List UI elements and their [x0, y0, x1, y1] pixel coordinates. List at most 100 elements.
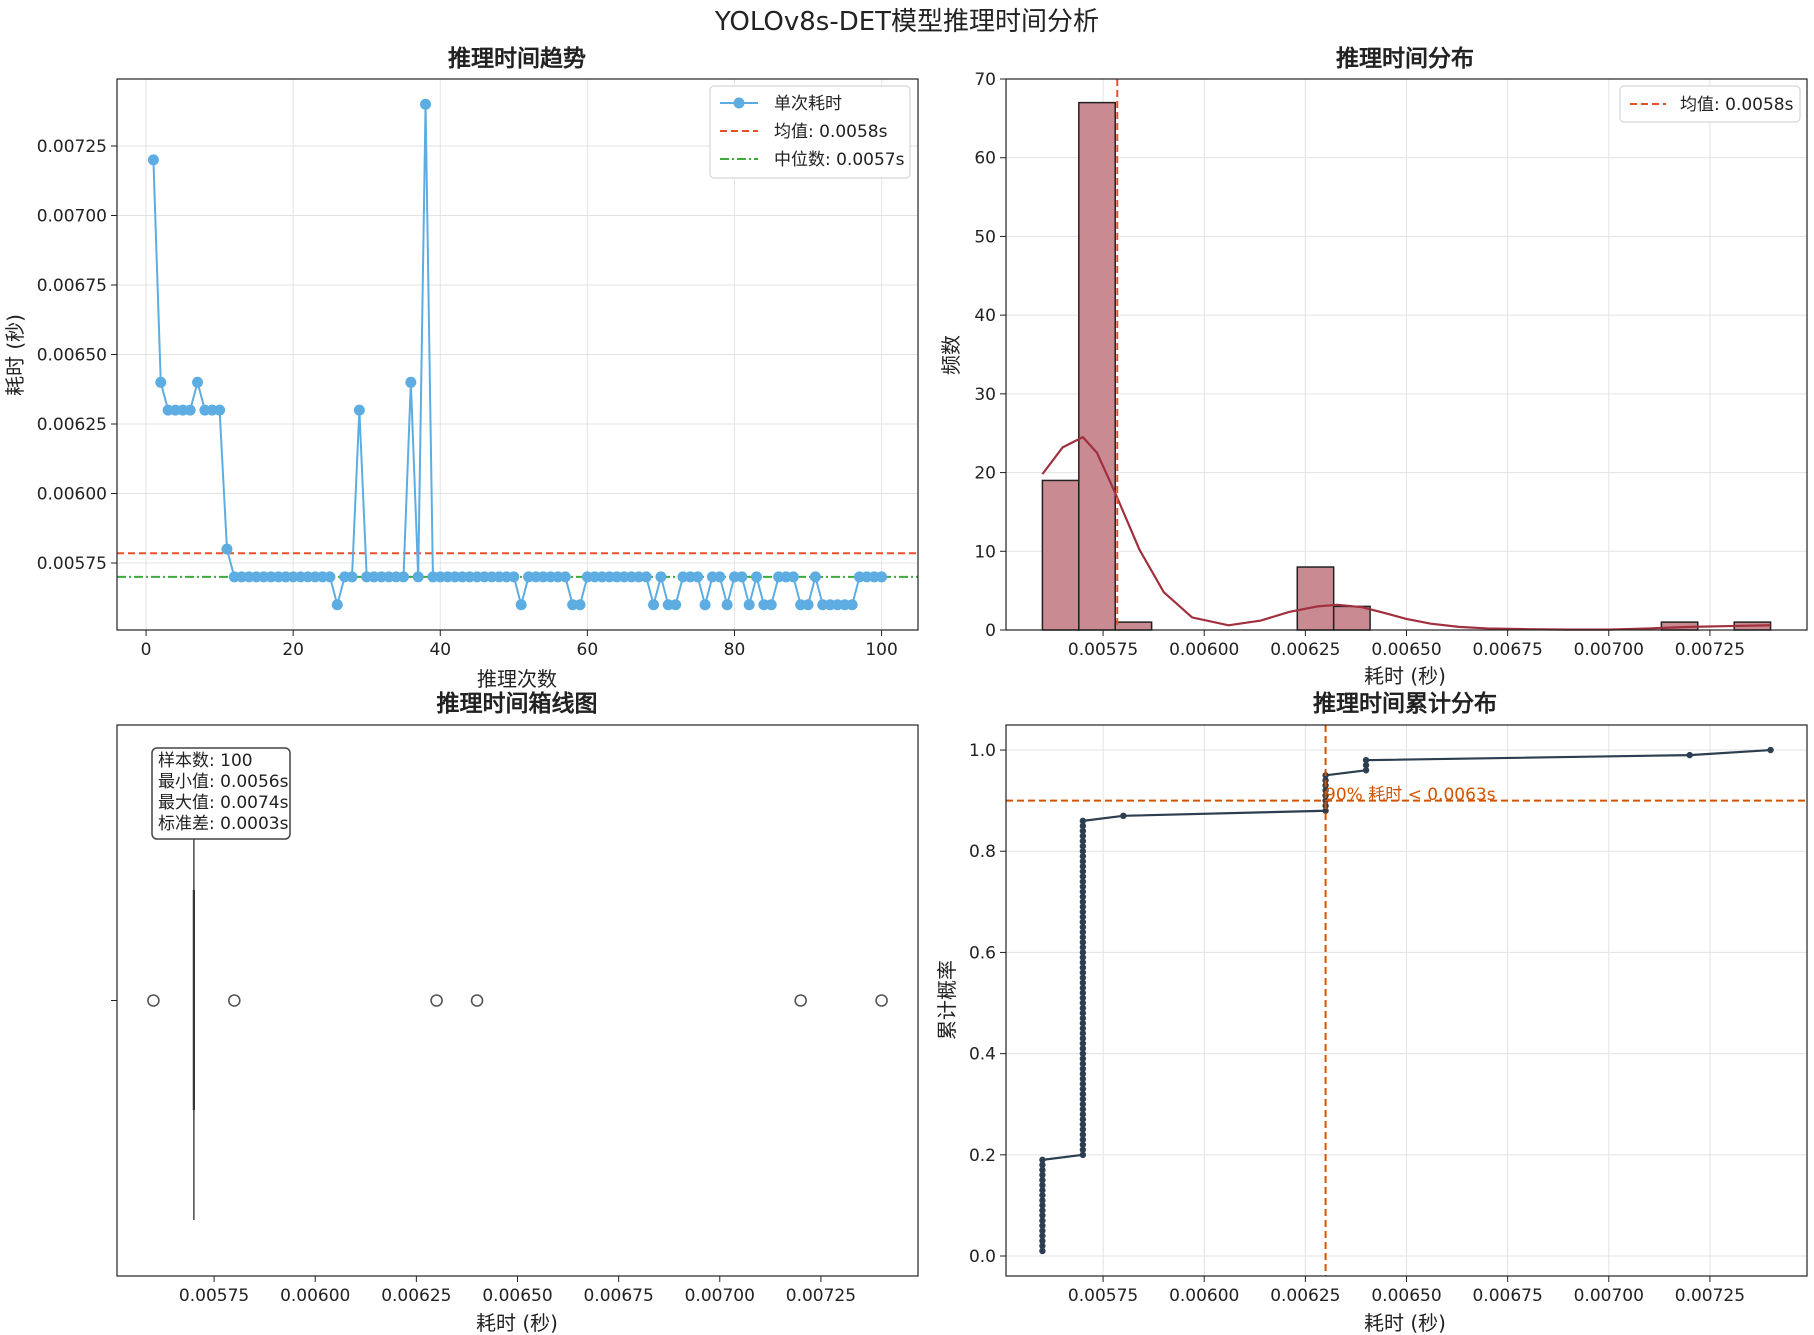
y-tick-label: 30	[974, 385, 996, 405]
hist-bar	[1078, 101, 1116, 631]
legend-label-mean: 均值: 0.0058s	[774, 122, 888, 142]
x-tick-label: 0.00625	[381, 1286, 451, 1306]
cdf-point	[1079, 939, 1087, 946]
cdf-point	[1079, 934, 1087, 941]
y-tick-label: 20	[974, 464, 996, 484]
hist-ticks: 0.00575 0.00600 0.00625 0.00650 0.00675 0.007…	[974, 70, 1745, 660]
cdf-point	[1079, 1065, 1087, 1073]
cdf-point	[1079, 974, 1087, 981]
annotation-sample-count: 样本数: 100	[158, 751, 253, 771]
trend-point	[346, 571, 358, 583]
cdf-point	[1079, 999, 1087, 1007]
trend-point	[405, 376, 417, 388]
box-panel: 推理时间箱线图 0.00575 0.00600 0.00625 0.00650 0.00…	[111, 690, 919, 1335]
cdf-point	[1039, 1237, 1046, 1245]
x-tick-label: 0.00575	[1068, 640, 1138, 660]
cdf-ticks: 0.00575 0.00600 0.00625 0.00650 0.00675 0.007…	[969, 741, 1745, 1306]
cdf-point	[1079, 868, 1087, 875]
cdf-point	[1079, 1136, 1087, 1143]
cdf-point	[1079, 954, 1087, 961]
y-tick-label: 0.00575	[37, 554, 107, 574]
cdf-point	[1039, 1156, 1046, 1164]
hist-xlabel: 耗时 (秒)	[1364, 664, 1446, 688]
cdf-point	[1079, 1085, 1087, 1093]
cdf-point	[1079, 1131, 1087, 1138]
cdf-point	[1079, 842, 1087, 850]
hist-panel: 推理时间分布 0.00575 0.00600 0.00625 0.00650 0.006…	[939, 45, 1808, 688]
hist-legend-box	[1619, 85, 1801, 123]
cdf-point	[1039, 1171, 1046, 1179]
trend-marks	[117, 98, 918, 611]
x-tick-label: 0.00600	[1169, 640, 1239, 660]
cdf-point	[1079, 969, 1087, 976]
x-tick-label: 0.00600	[1169, 1286, 1239, 1306]
hist-ylabel: 频数	[939, 335, 963, 375]
trend-point	[670, 599, 682, 611]
cdf-point	[1039, 1197, 1046, 1204]
cdf-point	[1120, 812, 1127, 820]
cdf-point	[1079, 1040, 1087, 1047]
cdf-point	[1079, 848, 1087, 855]
cdf-point	[1079, 837, 1087, 845]
trend-point	[736, 571, 748, 583]
trend-point	[508, 571, 520, 583]
x-tick-label: 0.00700	[1574, 640, 1644, 660]
cdf-point	[1079, 822, 1087, 830]
legend-label-sample: 单次耗时	[774, 94, 842, 114]
cdf-point	[1079, 1055, 1087, 1062]
trend-title: 推理时间趋势	[448, 46, 586, 72]
x-tick-label: 0.00700	[685, 1286, 755, 1306]
x-tick-label: 100	[865, 640, 897, 660]
cdf-point	[1079, 832, 1087, 840]
box-marks	[147, 839, 888, 1220]
trend-point	[802, 599, 814, 611]
cdf-point	[1079, 1035, 1087, 1042]
trend-point	[515, 599, 527, 611]
cdf-title: 推理时间累计分布	[1313, 690, 1497, 717]
x-tick-label: 0	[141, 640, 152, 660]
hist-legend: 均值: 0.0058s	[1619, 85, 1801, 123]
cdf-point	[1039, 1217, 1046, 1224]
cdf-point	[1322, 807, 1329, 814]
trend-point	[765, 599, 777, 611]
cdf-point	[1079, 944, 1087, 951]
box-outlier	[875, 994, 888, 1007]
trend-legend-box	[709, 85, 911, 179]
cdf-point	[1079, 903, 1087, 911]
annotation-std: 标准差: 0.0003s	[158, 814, 289, 834]
cdf-point	[1079, 1070, 1087, 1078]
cdf-point	[1079, 827, 1087, 835]
y-tick-label: 0.00600	[37, 485, 107, 505]
cdf-point	[1079, 898, 1087, 906]
cdf-point	[1079, 918, 1087, 926]
cdf-point	[1079, 1030, 1087, 1037]
trend-point	[214, 404, 226, 416]
x-tick-label: 0.00600	[280, 1286, 350, 1306]
cdf-point	[1079, 1080, 1087, 1088]
trend-point	[640, 571, 652, 583]
cdf-point	[1039, 1227, 1046, 1234]
trend-point	[397, 571, 409, 583]
x-tick-label: 0.00650	[1371, 1286, 1441, 1306]
cdf-point	[1039, 1207, 1046, 1214]
cdf-point	[1079, 1095, 1087, 1103]
x-tick-label: 80	[724, 640, 746, 660]
cdf-point	[1039, 1192, 1046, 1199]
trend-point	[699, 599, 711, 611]
cdf-point	[1079, 1116, 1087, 1123]
cdf-point	[1362, 756, 1370, 764]
y-tick-label: 0.6	[969, 943, 996, 963]
box-xlabel: 耗时 (秒)	[476, 1311, 558, 1335]
cdf-point	[1079, 883, 1087, 890]
cdf-point	[1686, 751, 1693, 759]
cdf-marks	[1006, 725, 1807, 1276]
cdf-point	[1079, 923, 1087, 931]
cdf-point	[1079, 994, 1087, 1002]
x-tick-label: 0.00625	[1270, 640, 1340, 660]
x-tick-label: 0.00675	[583, 1286, 653, 1306]
trend-point	[721, 599, 733, 611]
cdf-point	[1079, 949, 1087, 956]
cdf-point	[1079, 1004, 1087, 1012]
x-tick-label: 40	[429, 640, 451, 660]
